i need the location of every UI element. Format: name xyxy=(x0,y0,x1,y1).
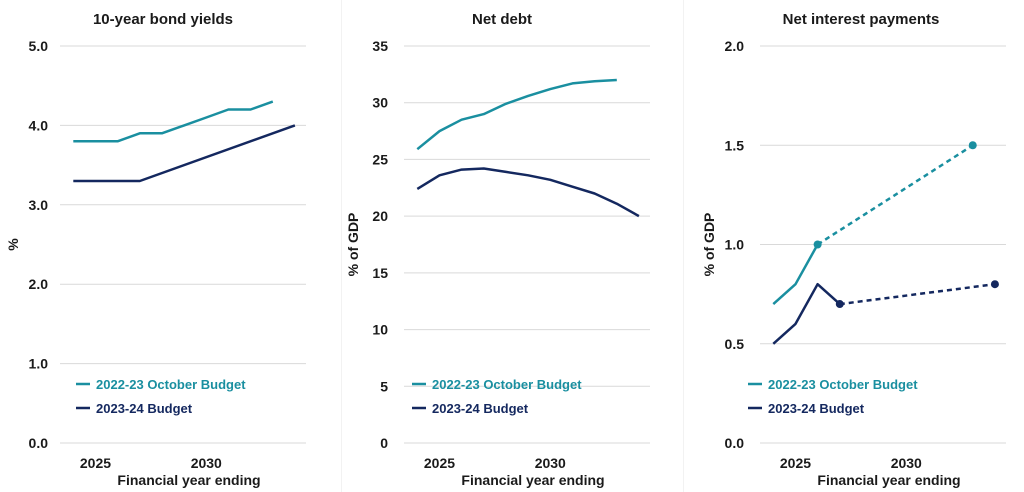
legend-label: 2022-23 October Budget xyxy=(96,377,246,392)
legend-label: 2023-24 Budget xyxy=(96,401,193,416)
y-tick-label: 0.0 xyxy=(29,435,49,451)
y-tick-label: 1.5 xyxy=(725,137,745,153)
chart-title: Net interest payments xyxy=(783,11,940,28)
legend-label: 2022-23 October Budget xyxy=(768,377,918,392)
series-line xyxy=(772,243,819,306)
chart-svg-net-interest: Net interest payments 0.0 0.5 1.0 1.5 2.0 2025… xyxy=(701,11,1006,488)
x-tick-label: 2025 xyxy=(80,455,111,471)
series-line xyxy=(416,78,617,151)
series-line xyxy=(416,167,640,218)
chart-title: Net debt xyxy=(472,11,532,28)
y-tick-label: 3.0 xyxy=(29,197,49,213)
y-tick-label: 5 xyxy=(380,378,388,394)
divider xyxy=(341,0,342,492)
chart-title: 10-year bond yields xyxy=(93,11,233,28)
y-tick-label: 10 xyxy=(372,322,388,338)
y-axis-label: % of GDP xyxy=(345,213,361,277)
y-tick-label: 20 xyxy=(372,208,388,224)
y-tick-label: 15 xyxy=(372,265,388,281)
x-axis-label: Financial year ending xyxy=(461,472,604,488)
legend-label: 2022-23 October Budget xyxy=(432,377,582,392)
series-marker xyxy=(990,280,999,289)
series-line xyxy=(73,124,296,183)
series-line xyxy=(816,144,974,246)
y-tick-label: 1.0 xyxy=(29,356,49,372)
y-tick-label: 4.0 xyxy=(29,117,49,133)
y-tick-label: 2.0 xyxy=(725,38,745,54)
series-marker xyxy=(813,240,822,249)
x-tick-label: 2030 xyxy=(535,455,566,471)
series-line xyxy=(772,282,841,345)
series-line xyxy=(73,100,274,143)
x-axis-label: Financial year ending xyxy=(817,472,960,488)
series-marker xyxy=(968,141,977,150)
divider xyxy=(683,0,684,492)
y-tick-label: 0.0 xyxy=(725,435,745,451)
chart-panel-net-debt: Net debt 0 5 10 15 20 25 30 35 2025 2030 Financial … xyxy=(342,0,683,492)
legend-label: 2023-24 Budget xyxy=(768,401,865,416)
y-tick-label: 5.0 xyxy=(29,38,49,54)
y-tick-label: 30 xyxy=(372,95,388,111)
y-tick-label: 0.5 xyxy=(725,336,745,352)
x-tick-label: 2025 xyxy=(424,455,455,471)
series-marker xyxy=(835,300,844,309)
x-tick-label: 2030 xyxy=(191,455,222,471)
y-tick-label: 2.0 xyxy=(29,276,49,292)
y-tick-label: 25 xyxy=(372,151,388,167)
y-tick-label: 0 xyxy=(380,435,388,451)
y-axis-label: % xyxy=(5,238,21,251)
x-tick-label: 2025 xyxy=(780,455,811,471)
y-tick-label: 35 xyxy=(372,38,388,54)
y-tick-label: 1.0 xyxy=(725,237,745,253)
series-line xyxy=(839,282,996,306)
chart-panel-net-interest: Net interest payments 0.0 0.5 1.0 1.5 2.0 2025… xyxy=(684,0,1024,492)
chart-panel-bond-yields: 10-year bond yields 0.0 1.0 2.0 3.0 4.0 5.0 202… xyxy=(0,0,341,492)
chart-svg-bond-yields: 10-year bond yields 0.0 1.0 2.0 3.0 4.0 5.0 202… xyxy=(5,11,306,488)
y-axis-label: % of GDP xyxy=(701,213,717,277)
x-tick-label: 2030 xyxy=(891,455,922,471)
x-axis-label: Financial year ending xyxy=(117,472,260,488)
legend-label: 2023-24 Budget xyxy=(432,401,529,416)
